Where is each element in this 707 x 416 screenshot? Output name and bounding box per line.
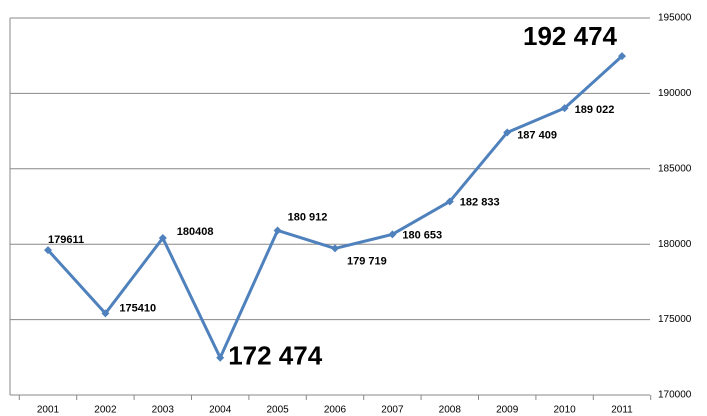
- data-label: 180408: [177, 226, 214, 238]
- y-tick-label: 195000: [658, 13, 692, 24]
- marker: [503, 128, 512, 137]
- marker: [273, 226, 282, 235]
- data-label: 189 022: [575, 104, 615, 116]
- x-tick-label: 2009: [496, 405, 519, 416]
- x-tick-label: 2008: [439, 405, 462, 416]
- x-tick-label: 2001: [37, 405, 60, 416]
- x-tick-label: 2007: [381, 405, 404, 416]
- data-label: 182 833: [460, 196, 500, 208]
- marker: [388, 230, 397, 239]
- y-tick-label: 190000: [658, 88, 692, 99]
- y-tick-label: 170000: [658, 390, 692, 401]
- data-label: 187 409: [517, 129, 557, 141]
- marker: [216, 353, 225, 362]
- marker: [445, 197, 454, 206]
- x-tick-label: 2005: [266, 405, 289, 416]
- marker: [158, 234, 167, 243]
- marker: [560, 104, 569, 113]
- data-label: 180 653: [402, 229, 442, 241]
- data-label: 172 474: [228, 341, 323, 371]
- y-tick-label: 185000: [658, 163, 692, 174]
- marker: [331, 244, 339, 253]
- y-tick-label: 180000: [658, 239, 692, 250]
- x-tick-label: 2002: [94, 405, 117, 416]
- data-label: 180 912: [288, 211, 328, 223]
- x-tick-label: 2003: [152, 405, 175, 416]
- data-label: 179611: [48, 234, 84, 246]
- x-tick-label: 2011: [611, 405, 633, 416]
- data-label: 192 474: [523, 21, 618, 51]
- x-tick-label: 2010: [553, 405, 576, 416]
- marker: [44, 246, 52, 255]
- y-tick-label: 175000: [658, 314, 692, 325]
- marker: [618, 52, 626, 61]
- data-label: 175410: [119, 302, 156, 314]
- marker: [101, 309, 110, 318]
- x-tick-label: 2004: [209, 405, 232, 416]
- data-label: 179 719: [347, 255, 387, 267]
- x-tick-label: 2006: [324, 405, 347, 416]
